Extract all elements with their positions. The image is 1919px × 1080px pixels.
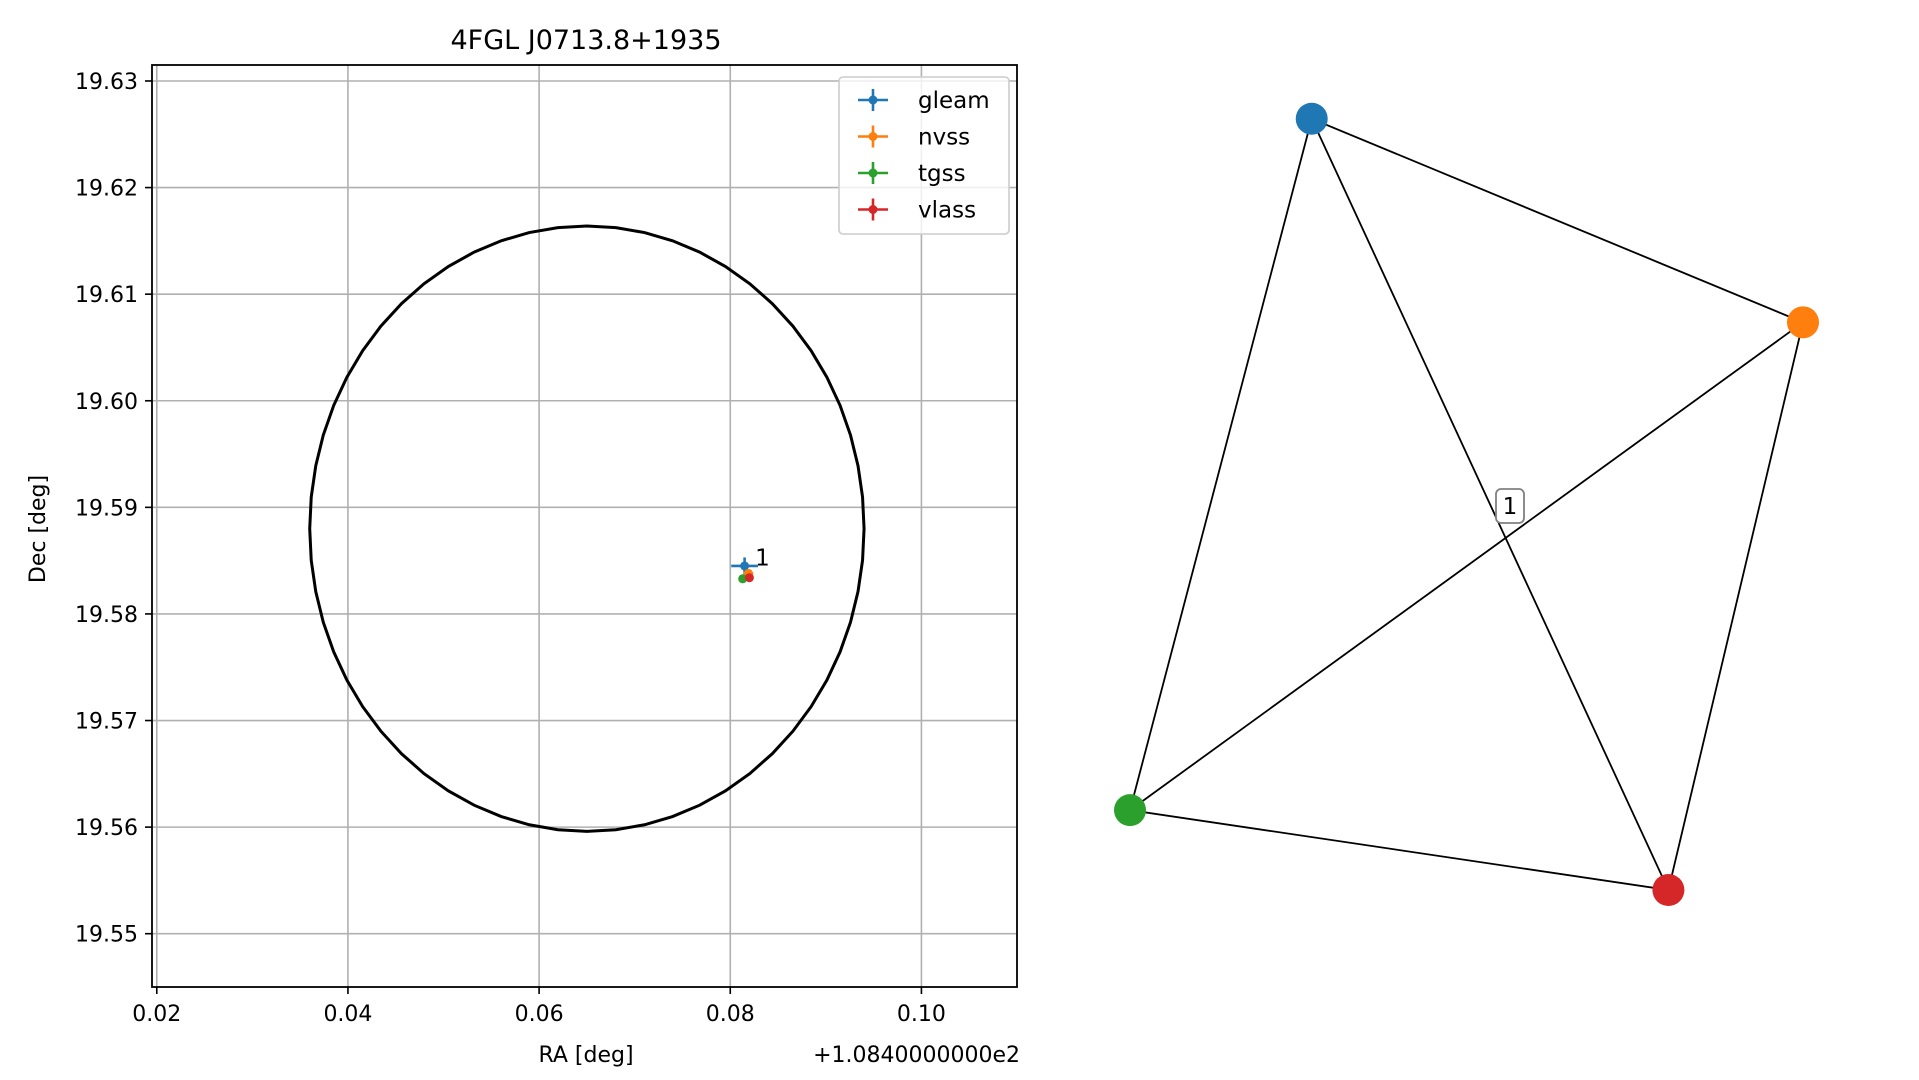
y-tick-label: 19.56	[75, 816, 138, 841]
x-tick-label: 0.04	[323, 1002, 372, 1027]
legend-label-tgss: tgss	[918, 161, 966, 187]
marker-gleam	[740, 561, 750, 571]
edge-gleam-tgss	[1129, 118, 1313, 811]
legend-label-gleam: gleam	[918, 88, 990, 114]
y-tick-label: 19.61	[75, 283, 138, 308]
y-tick-label: 19.59	[75, 496, 138, 521]
chart-title: 4FGL J0713.8+1935	[450, 25, 721, 56]
fermi-error-circle	[308, 224, 866, 833]
edge-nvss-tgss	[1129, 321, 1804, 811]
scatter-panel: 4FGL J0713.8+1935 1 0.02 0.04 0.06 0.08 0.10…	[26, 25, 1020, 1068]
plot-frame	[151, 64, 1018, 988]
y-axis-ticks: 19.55 19.56 19.57 19.58 19.59 19.60 19.61 19.62…	[75, 70, 152, 948]
x-tick-label: 0.02	[132, 1002, 181, 1027]
marker-vlass	[744, 573, 754, 583]
y-axis-label: Dec [deg]	[26, 475, 51, 583]
data-points	[731, 557, 758, 584]
y-tick-label: 19.63	[75, 70, 138, 95]
center-label-box	[1495, 488, 1525, 524]
y-tick-label: 19.58	[75, 603, 138, 628]
point-vlass	[744, 573, 754, 583]
point-tgss	[738, 574, 748, 584]
legend-frame	[838, 76, 1010, 235]
x-axis-offset-label: +1.0840000000e2	[813, 1043, 1020, 1068]
legend-label-nvss: nvss	[918, 125, 970, 151]
marker-tgss	[738, 574, 748, 584]
x-tick-label: 0.06	[515, 1002, 564, 1027]
graph-panel: 1	[1114, 102, 1819, 906]
x-axis-label: RA [deg]	[538, 1043, 633, 1068]
legend-entries: gleam nvss tgss vlass	[858, 88, 990, 224]
legend-entry-nvss: nvss	[858, 125, 970, 151]
legend-swatch-dot-tgss	[868, 168, 878, 178]
node-nvss	[1787, 306, 1819, 339]
legend-entry-tgss: tgss	[858, 161, 966, 187]
edge-tgss-vlass	[1129, 809, 1669, 891]
legend-entry-vlass: vlass	[858, 198, 976, 224]
legend-entry-gleam: gleam	[858, 88, 990, 114]
node-vlass	[1652, 874, 1685, 906]
x-tick-label: 0.08	[706, 1002, 755, 1027]
node-tgss	[1114, 794, 1146, 827]
point-annotation: 1	[755, 545, 770, 571]
x-gridlines	[155, 65, 923, 987]
legend-label-vlass: vlass	[918, 198, 976, 224]
legend-swatch-dot-gleam	[868, 95, 878, 105]
y-tick-label: 19.57	[75, 710, 138, 735]
graph-center-label-group: 1	[1495, 488, 1525, 524]
center-label: 1	[1503, 494, 1518, 520]
legend-swatch-dot-vlass	[868, 205, 878, 214]
edge-nvss-vlass	[1667, 322, 1804, 891]
x-tick-label: 0.10	[897, 1002, 946, 1027]
legend: gleam nvss tgss vlass	[838, 76, 1010, 235]
y-tick-label: 19.55	[75, 923, 138, 948]
x-axis-ticks: 0.02 0.04 0.06 0.08 0.10	[132, 987, 946, 1027]
node-gleam	[1295, 102, 1328, 135]
y-tick-label: 19.60	[75, 390, 138, 415]
legend-swatch-dot-nvss	[868, 132, 878, 141]
edge-gleam-vlass	[1310, 118, 1670, 891]
graph-edges	[1129, 117, 1804, 891]
y-tick-label: 19.62	[75, 177, 138, 202]
graph-nodes	[1114, 102, 1819, 906]
edge-gleam-nvss	[1311, 117, 1804, 324]
